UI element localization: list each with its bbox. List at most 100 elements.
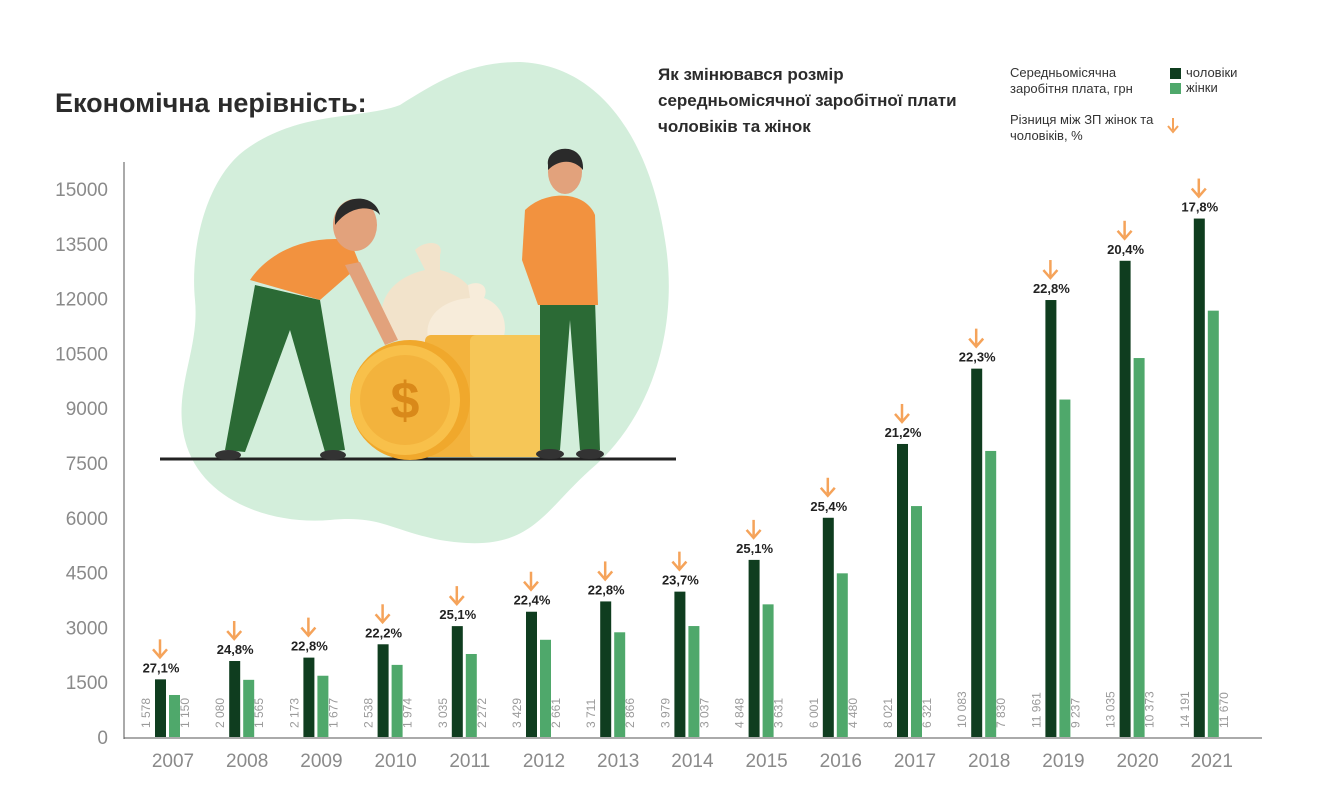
value-label-women: 3 631 [772, 698, 786, 728]
y-tick-label: 10500 [55, 344, 108, 365]
value-label-women: 1 565 [252, 698, 266, 728]
gap-arrow-head-icon [448, 595, 465, 607]
legend-gap-title: Різниця між ЗП жінок та чоловіків, % [1010, 112, 1154, 143]
gap-arrow-head-icon [597, 570, 614, 582]
bar-men [674, 591, 686, 737]
value-label-women: 2 272 [475, 698, 489, 728]
gap-arrow-head-icon [745, 529, 762, 540]
gap-percent-label: 23,7% [662, 573, 699, 588]
bar-men [451, 626, 463, 737]
bar-women [985, 450, 997, 737]
gap-arrow-head-icon [1116, 229, 1133, 241]
legend-swatch-men [1170, 68, 1181, 79]
value-label-women: 3 037 [697, 698, 711, 728]
bar-men [526, 611, 537, 737]
bar-women [1133, 358, 1145, 737]
bar-men [822, 517, 834, 737]
gap-arrow-head-icon [523, 580, 539, 592]
bar-men [377, 644, 389, 737]
value-label-women: 1 974 [401, 698, 415, 728]
x-tick-label: 2014 [671, 751, 714, 772]
x-tick-label: 2007 [152, 751, 194, 772]
y-tick-label: 0 [97, 728, 108, 749]
bar-women [911, 506, 922, 737]
gap-percent-label: 24,8% [217, 642, 254, 657]
value-label-women: 10 373 [1143, 691, 1157, 728]
bar-women [614, 632, 626, 737]
value-label-men: 3 979 [658, 698, 672, 728]
chart-subtitle: Як змінювався розмір середньомісячної за… [658, 65, 957, 136]
bar-men [303, 657, 315, 737]
value-label-men: 4 848 [733, 698, 747, 728]
value-label-women: 4 480 [846, 698, 860, 728]
x-tick-label: 2017 [894, 751, 936, 772]
bar-women [762, 604, 774, 737]
bar-women [836, 573, 848, 737]
legend-men-label: чоловіки [1186, 65, 1238, 80]
gap-percent-label: 25,1% [439, 607, 476, 622]
man-figure-icon [522, 148, 604, 459]
y-tick-label: 6000 [66, 509, 108, 530]
x-tick-label: 2020 [1116, 751, 1158, 772]
legend-salary-title: Середньомісячна заробітня плата, грн [1010, 65, 1133, 96]
value-label-men: 3 711 [584, 699, 598, 728]
x-tick-label: 2016 [820, 751, 862, 772]
money-bag-icon [381, 243, 505, 345]
bar-women [465, 653, 477, 737]
bar-women [688, 626, 700, 737]
gap-arrow-head-icon [300, 626, 317, 638]
bar-men [971, 368, 983, 737]
value-label-women: 6 321 [920, 698, 934, 728]
gap-arrow-head-icon [152, 648, 168, 660]
x-tick-label: 2015 [745, 751, 787, 772]
x-tick-label: 2021 [1191, 751, 1233, 772]
bar-women [317, 675, 329, 737]
y-tick-label: 13500 [55, 235, 108, 256]
value-label-men: 2 538 [362, 698, 376, 728]
value-label-women: 11 670 [1217, 692, 1231, 728]
x-tick-label: 2009 [300, 751, 342, 772]
x-tick-label: 2013 [597, 751, 639, 772]
value-label-women: 2 866 [623, 698, 637, 728]
gap-arrow-head-icon [671, 560, 688, 572]
bar-women [169, 694, 180, 737]
x-tick-label: 2011 [449, 751, 490, 772]
value-label-men: 14 191 [1178, 691, 1192, 728]
bar-women [1207, 310, 1219, 737]
value-label-men: 2 173 [287, 698, 301, 728]
x-tick-label: 2008 [226, 751, 268, 772]
value-label-men: 3 035 [436, 698, 450, 728]
legend-women-label: жінки [1186, 80, 1218, 95]
gap-percent-label: 22,8% [1033, 281, 1070, 296]
y-tick-label: 1500 [66, 673, 108, 694]
bar-men [229, 661, 241, 737]
bar-men [1119, 260, 1131, 737]
value-label-women: 1 677 [326, 698, 340, 728]
bar-men [1045, 300, 1057, 737]
woman-figure-icon [215, 198, 398, 460]
y-tick-label: 12000 [55, 290, 108, 311]
gap-arrow-head-icon [374, 613, 391, 625]
gap-percent-label: 25,1% [736, 541, 773, 556]
value-label-men: 6 001 [807, 698, 821, 728]
gap-percent-label: 22,4% [514, 593, 551, 608]
value-label-men: 8 021 [881, 698, 895, 728]
value-label-men: 10 083 [955, 691, 969, 728]
gap-arrow-head-icon [894, 413, 910, 424]
x-tick-label: 2019 [1042, 751, 1084, 772]
bar-men [1193, 218, 1205, 737]
value-label-women: 9 237 [1068, 698, 1082, 728]
dollar-coin-icon: $ [350, 340, 470, 460]
gap-arrow-head-icon [819, 486, 836, 498]
value-label-men: 11 961 [1029, 692, 1043, 728]
value-label-women: 7 830 [994, 698, 1008, 728]
bar-women [540, 639, 551, 737]
x-tick-label: 2010 [374, 751, 416, 772]
gap-percent-label: 22,3% [959, 350, 996, 365]
svg-text:$: $ [391, 372, 420, 430]
value-label-men: 13 035 [1104, 691, 1118, 728]
bar-women [243, 679, 255, 737]
value-label-women: 1 150 [178, 698, 192, 728]
